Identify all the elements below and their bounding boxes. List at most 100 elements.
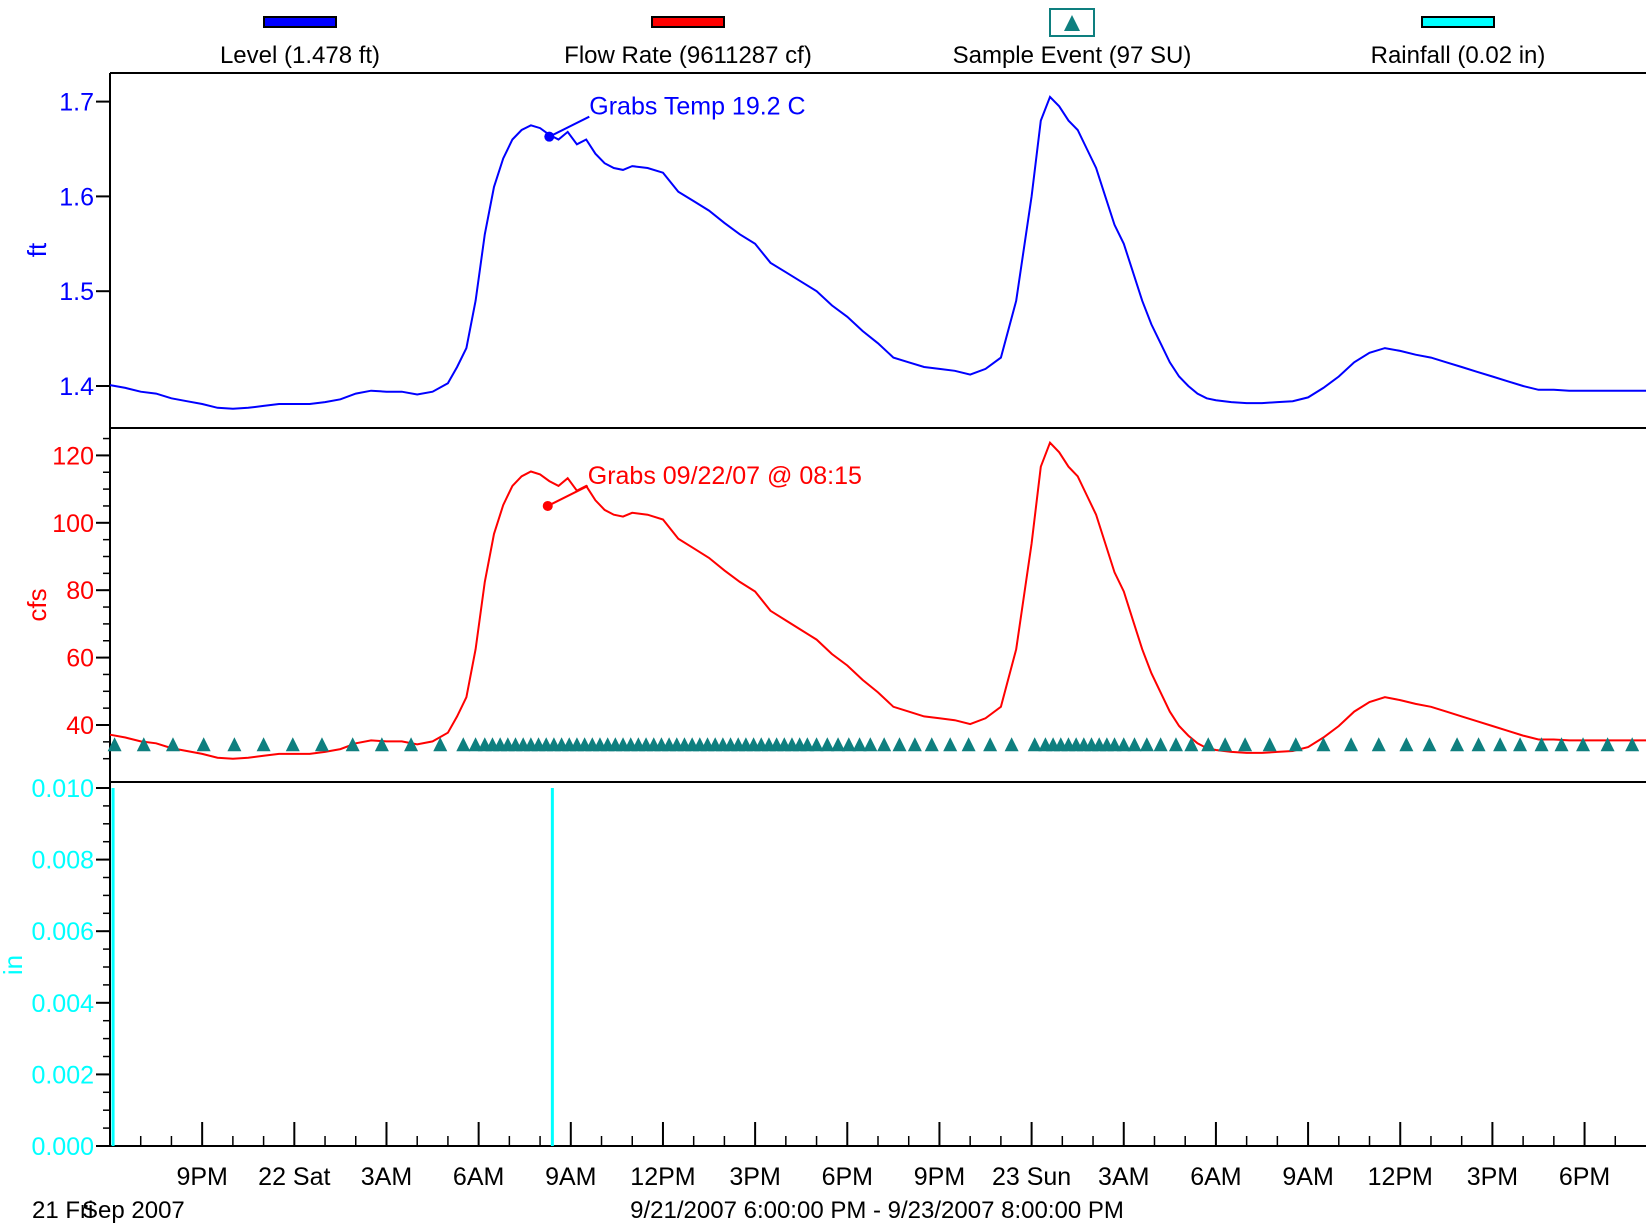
x-tick-label: 3PM [729,1163,780,1191]
sample-event-marker [820,737,835,752]
sample-event-marker [809,737,824,752]
x-tick-label: 9PM [176,1163,227,1191]
legend-swatch [651,16,725,28]
panel-rainfall: 0.000 0.002 0.004 0.006 0.008 0.010 in [0,775,110,1161]
y-tick-label: 40 [66,712,94,740]
x-tick-label: 3PM [1467,1163,1518,1191]
sample-event-marker [1004,737,1019,752]
sample-event-marker [877,737,892,752]
panel-level: 1.4 1.5 1.6 1.7 ft [22,89,110,401]
sample-event-marker [345,737,360,752]
sample-event-marker [136,737,151,752]
sample-event-marker [374,737,389,752]
sample-event-marker [924,737,939,752]
flow-series-line [109,440,1646,760]
sample-event-marker [800,737,815,752]
sample-event-marker [1262,737,1277,752]
y-tick-label: 60 [66,645,94,673]
sample-event-marker [1371,737,1386,752]
y-tick-label: 0.000 [31,1133,94,1161]
x-tick-label: 6PM [1559,1163,1610,1191]
sample-event-marker [1534,737,1549,752]
sample-event-marker [1127,737,1142,752]
sample-event-marker [983,737,998,752]
panel-flow-rate: 40 60 80 100 120 cfs [22,437,110,760]
sample-event-marker [1600,737,1615,752]
sample-event-marker [1238,737,1253,752]
sample-event-marker [1107,737,1122,752]
sample-event-marker [1513,737,1528,752]
legend-swatch [1421,16,1495,28]
sample-event-marker [1576,737,1591,752]
x-tick-label: 12PM [1368,1163,1433,1191]
sample-event-marker [852,737,867,752]
annotation-leader [548,115,590,138]
sample-event-marker [1554,737,1569,752]
sample-event-marker [1493,737,1508,752]
sample-event-marker [433,737,448,752]
sample-event-marker [863,737,878,752]
sample-event-marker [1450,737,1465,752]
y-tick-label: 100 [52,510,94,538]
sample-event-marker [943,737,958,752]
sample-event-marker [107,737,122,752]
x-tick-label: 9AM [545,1163,596,1191]
x-tick-label: 3AM [361,1163,412,1191]
sample-event-marker [285,737,300,752]
legend-label: Flow Rate (9611287 cf) [564,42,812,69]
legend: Level (1.478 ft) Flow Rate (9611287 cf) Sa… [220,8,1546,69]
sample-event-marker [1316,737,1331,752]
sample-event-marker [468,737,483,752]
y-tick-label: 0.010 [31,775,94,803]
annotation-leader [547,485,589,507]
sample-event-marker [1116,737,1131,752]
annotation-label: Grabs 09/22/07 @ 08:15 [588,462,862,490]
date-range-label: 9/21/2007 6:00:00 PM - 9/23/2007 8:00:00… [630,1197,1124,1224]
y-tick-label: 120 [52,442,94,470]
sample-event-marker [1201,737,1216,752]
legend-swatch-box [1049,8,1095,37]
legend-triangle-icon [1064,15,1080,31]
x-tick-label: 3AM [1098,1163,1149,1191]
sample-event-marker [907,737,922,752]
sample-event-marker [1027,737,1042,752]
x-tick-label: 6PM [822,1163,873,1191]
panel-frames [109,72,1646,1147]
y-tick-label: 1.4 [59,373,94,401]
x-tick-label: 6AM [453,1163,504,1191]
sample-event-marker [1288,737,1303,752]
y-tick-label: 1.7 [59,89,94,117]
annotation-label: Grabs Temp 19.2 C [589,93,805,121]
y-tick-label: 0.006 [31,918,94,946]
sample-event-marker [256,737,271,752]
level-series-line [109,95,1646,410]
y-axis-title: in [0,955,28,975]
sample-event-marker [227,737,242,752]
y-tick-label: 80 [66,577,94,605]
sample-event-marker [1625,737,1640,752]
sample-event-marker [1422,737,1437,752]
y-tick-label: 0.004 [31,990,94,1018]
legend-label: Rainfall (0.02 in) [1371,42,1546,69]
sample-event-marker [1184,737,1199,752]
legend-swatch [263,16,337,28]
sample-event-marker [1139,737,1154,752]
x-axis: 9PM 22 Sat 3AM 6AM 9AM 12PM 3PM 6PM 9PM 23 Sun 3AM… [139,1122,1617,1191]
legend-label: Sample Event (97 SU) [953,42,1192,69]
x-tick-label: 6AM [1190,1163,1241,1191]
sample-event-marker [314,737,329,752]
sample-event-marker [841,737,856,752]
y-tick-label: 0.002 [31,1061,94,1089]
sample-event-marker [831,737,846,752]
x-tick-label: 12PM [630,1163,695,1191]
sample-event-marker [1218,737,1233,752]
date-label-month: Sep 2007 [82,1197,185,1224]
y-axis-title: cfs [22,588,52,621]
x-tick-label: 22 Sat [258,1163,330,1191]
y-tick-label: 0.008 [31,847,94,875]
x-tick-label: 9AM [1282,1163,1333,1191]
sample-event-marker [456,737,471,752]
x-tick-label: 9PM [914,1163,965,1191]
panels: 1.41.51.61.7ft406080100120cfs0.0000.0020… [0,89,1646,1161]
